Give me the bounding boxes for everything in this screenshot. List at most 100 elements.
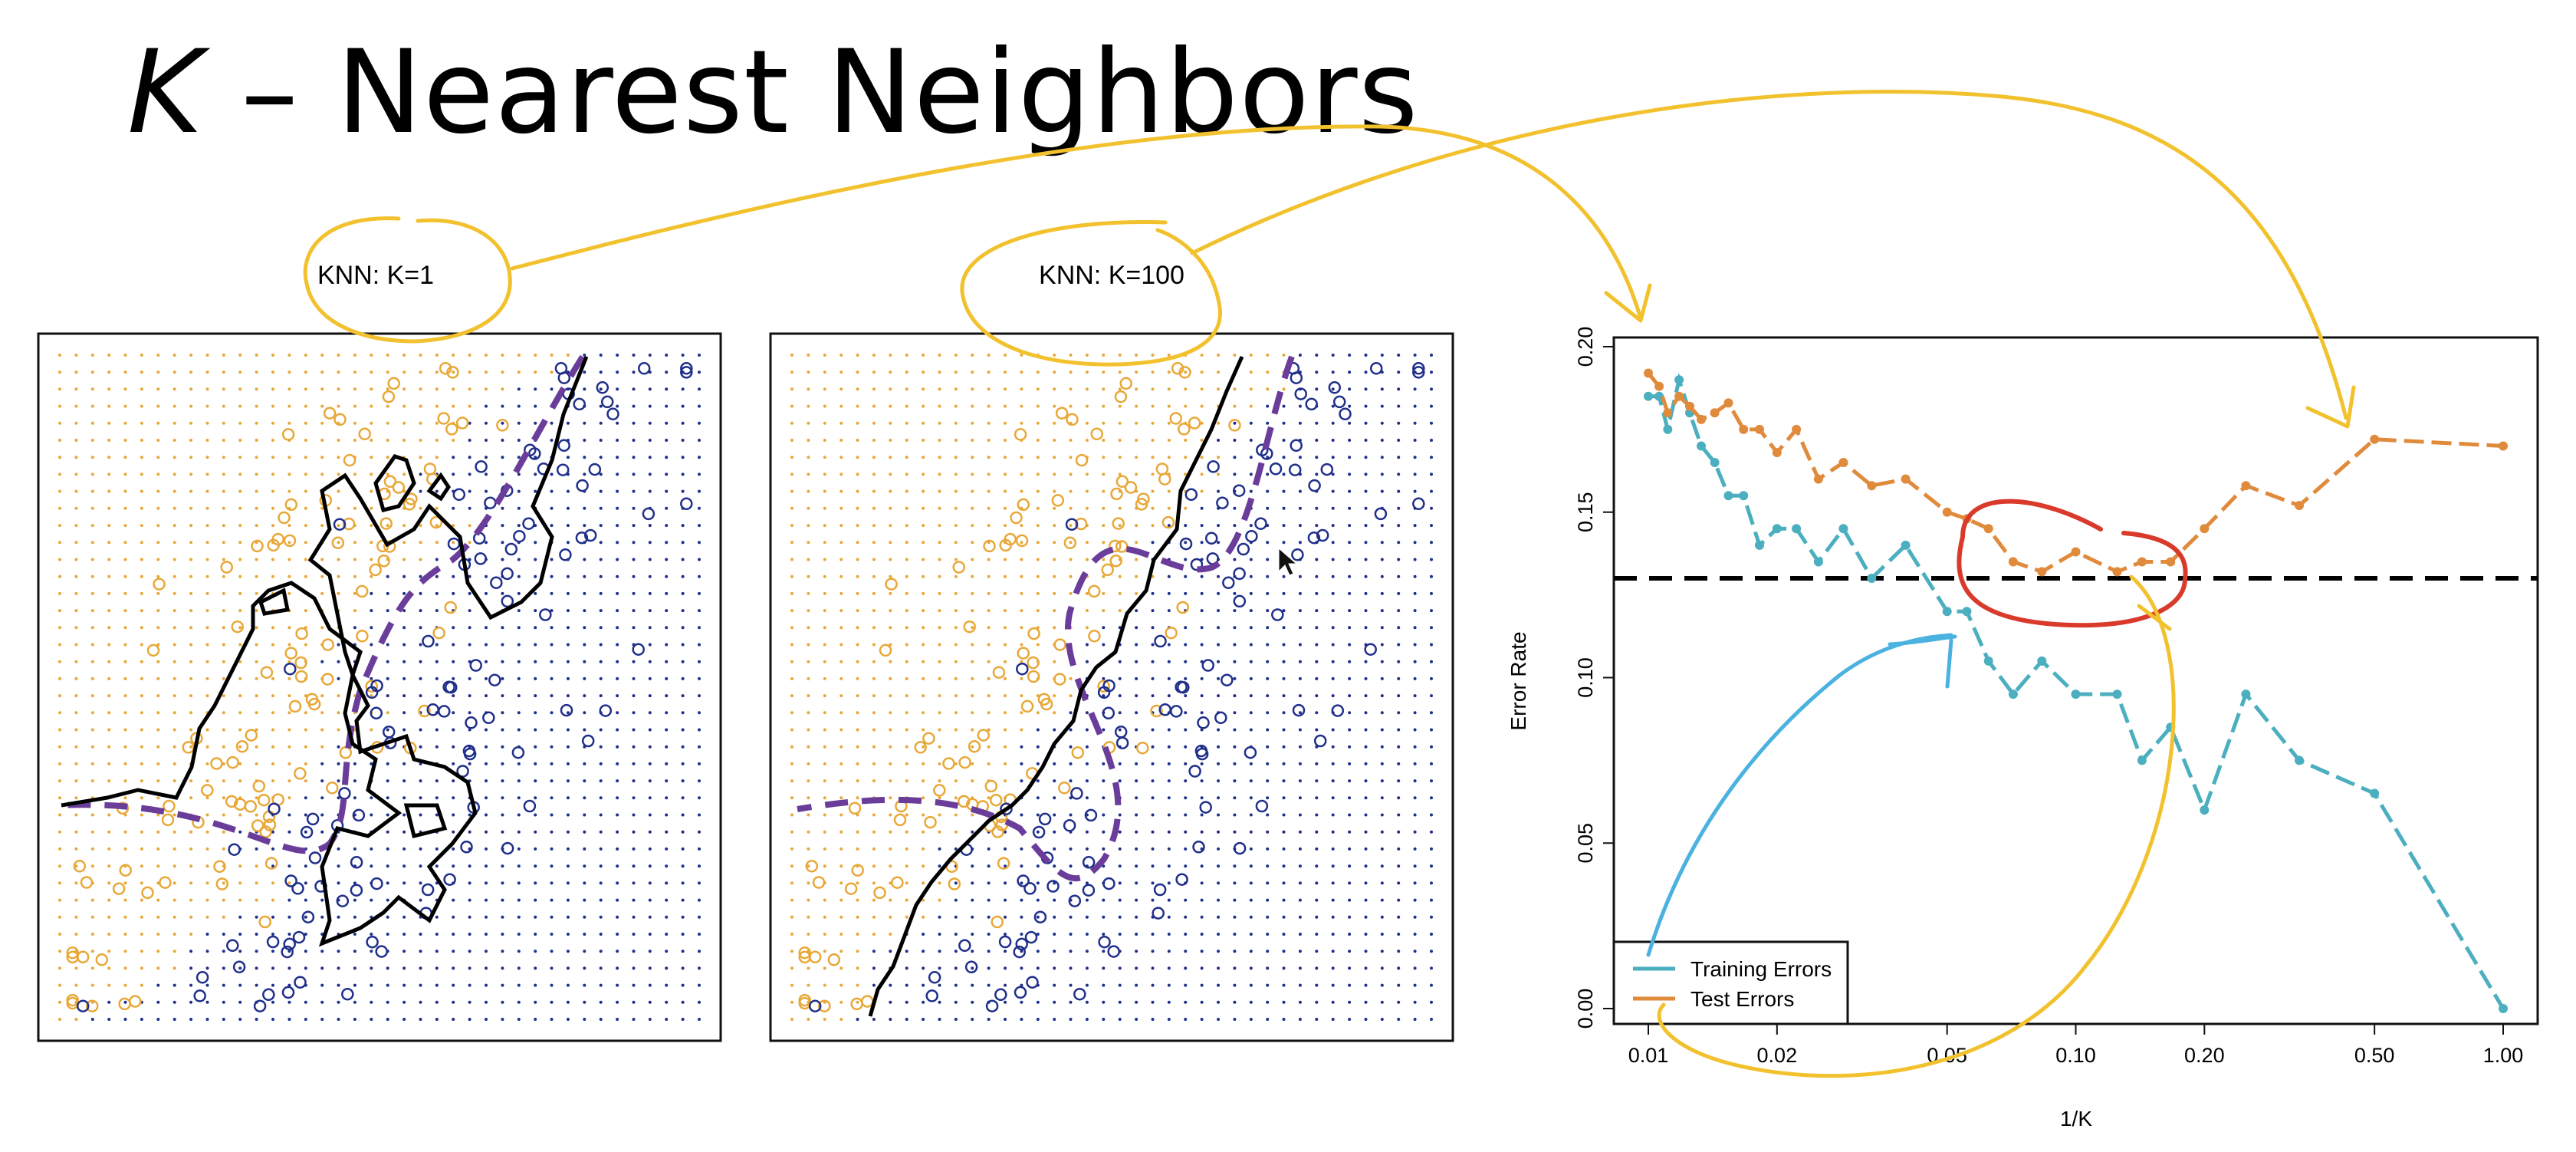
grid-dot	[1036, 830, 1040, 834]
grid-dot	[74, 745, 78, 749]
grid-dot	[1167, 456, 1171, 459]
orange-point	[496, 419, 509, 432]
grid-dot	[402, 694, 406, 698]
grid-dot	[485, 404, 488, 408]
grid-dot	[681, 524, 685, 528]
grid-dot	[370, 439, 373, 442]
grid-dot	[1380, 881, 1384, 885]
grid-dot	[1249, 864, 1253, 868]
grid-dot	[1118, 864, 1122, 868]
grid-dot	[1053, 898, 1056, 902]
grid-dot	[1233, 898, 1237, 902]
grid-dot	[1233, 915, 1237, 919]
blue-point	[196, 971, 209, 984]
grid-dot	[698, 830, 701, 834]
grid-dot	[1249, 898, 1253, 902]
grid-dot	[856, 898, 859, 902]
grid-dot	[665, 472, 669, 476]
test-point	[1654, 381, 1664, 391]
grid-dot	[205, 439, 209, 442]
grid-dot	[156, 966, 160, 970]
grid-dot	[823, 524, 826, 528]
orange-point	[161, 813, 175, 827]
grid-dot	[665, 813, 669, 817]
grid-dot	[74, 796, 78, 800]
grid-dot	[304, 370, 307, 374]
grid-dot	[1053, 421, 1056, 425]
grid-dot	[1413, 387, 1417, 391]
grid-dot	[288, 370, 291, 374]
grid-dot	[616, 609, 619, 613]
grid-dot	[1020, 745, 1024, 749]
grid-dot	[1266, 626, 1270, 630]
grid-dot	[889, 404, 892, 408]
grid-dot	[583, 387, 586, 391]
grid-dot	[840, 506, 843, 510]
blue-point	[600, 395, 614, 409]
blue-point	[1369, 362, 1383, 375]
grid-dot	[1118, 439, 1122, 442]
grid-dot	[1331, 966, 1335, 970]
grid-dot	[337, 541, 340, 545]
grid-dot	[1217, 762, 1220, 765]
training-point	[1723, 491, 1733, 501]
grid-dot	[1102, 983, 1106, 987]
grid-dot	[648, 1000, 652, 1004]
grid-dot	[271, 694, 274, 698]
grid-dot	[452, 898, 455, 902]
grid-dot	[123, 541, 127, 545]
grid-dot	[987, 915, 991, 919]
grid-dot	[1315, 983, 1319, 987]
grid-dot	[419, 745, 422, 749]
grid-dot	[172, 370, 176, 374]
grid-dot	[790, 370, 794, 374]
grid-dot	[840, 489, 843, 493]
grid-dot	[1036, 864, 1040, 868]
grid-dot	[1348, 489, 1352, 493]
grid-dot	[353, 847, 356, 851]
grid-dot	[550, 506, 554, 510]
grid-dot	[1167, 983, 1171, 987]
grid-dot	[58, 439, 61, 442]
orange-point	[1074, 517, 1088, 531]
grid-dot	[1331, 472, 1335, 476]
grid-dot	[304, 950, 307, 953]
orange-point	[914, 741, 927, 754]
grid-dot	[1266, 898, 1270, 902]
grid-dot	[386, 439, 389, 442]
grid-dot	[238, 506, 242, 510]
grid-dot	[189, 660, 193, 663]
grid-dot	[1118, 966, 1122, 970]
grid-dot	[648, 796, 652, 800]
grid-dot	[1053, 728, 1056, 732]
grid-dot	[971, 591, 974, 595]
grid-dot	[205, 847, 209, 851]
grid-dot	[1085, 779, 1089, 783]
grid-dot	[840, 898, 843, 902]
blue-point	[1179, 537, 1193, 551]
grid-dot	[468, 898, 472, 902]
grid-dot	[452, 813, 455, 817]
grid-dot	[1430, 830, 1433, 834]
grid-dot	[452, 915, 455, 919]
grid-dot	[189, 950, 193, 953]
blue-point	[490, 576, 503, 590]
grid-dot	[501, 421, 504, 425]
grid-dot	[1020, 387, 1024, 391]
x-tick-label: 1.00	[2483, 1044, 2524, 1067]
grid-dot	[1069, 847, 1073, 851]
grid-dot	[1430, 541, 1433, 545]
blue-point	[1015, 937, 1028, 951]
blue-point	[1221, 673, 1234, 686]
grid-dot	[905, 1018, 909, 1021]
grid-dot	[320, 966, 324, 970]
training-point	[2200, 805, 2210, 815]
grid-dot	[1135, 779, 1138, 783]
grid-dot	[648, 354, 652, 357]
test-point	[1739, 424, 1749, 434]
grid-dot	[1249, 762, 1253, 765]
grid-dot	[370, 387, 373, 391]
grid-dot	[58, 541, 61, 545]
grid-dot	[790, 660, 794, 663]
orange-point	[851, 864, 864, 877]
